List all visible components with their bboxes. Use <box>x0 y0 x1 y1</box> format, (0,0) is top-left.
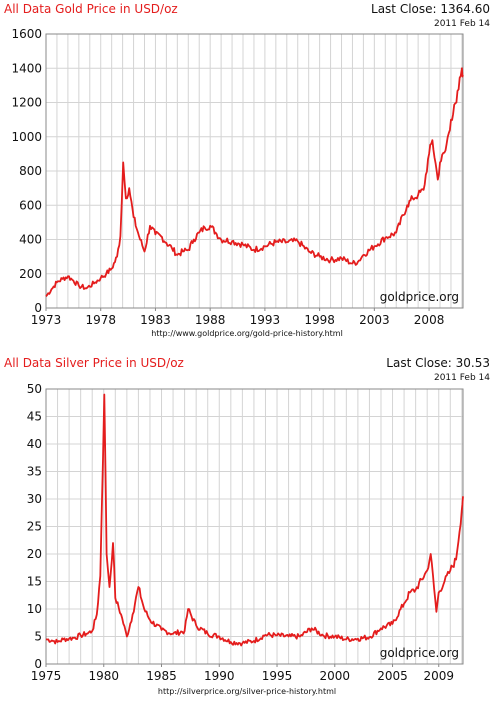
gold-close-date: 2011 Feb 14 <box>433 19 490 29</box>
silver-x-tick-label: 1985 <box>146 669 177 683</box>
gold-y-tick-label: 200 <box>19 267 42 281</box>
gold-plot-frame <box>45 33 464 309</box>
silver-x-tick-label: 1995 <box>262 669 293 683</box>
silver-y-tick-label: 15 <box>27 575 42 589</box>
silver-y-tick-label: 5 <box>34 630 42 644</box>
silver-close-date: 2011 Feb 14 <box>433 373 490 383</box>
gold-y-tick-label: 1000 <box>11 130 42 144</box>
gold-y-tick-label: 0 <box>34 301 42 315</box>
silver-y-tick-label: 45 <box>27 410 42 424</box>
silver-price-chart: 0 5 10 15 20 25 30 35 40 45 50 1975 1980 1985 1990 1995… <box>27 382 464 683</box>
silver-y-tick-label: 0 <box>34 657 42 671</box>
gold-y-tick-label: 1600 <box>11 27 42 41</box>
silver-last-close: Last Close: 30.53 <box>386 356 490 370</box>
silver-y-tick-label: 10 <box>27 602 42 616</box>
gold-x-tick-label: 1993 <box>250 313 281 327</box>
gold-y-tick-label: 1400 <box>11 61 42 75</box>
silver-x-tick-label: 1980 <box>88 669 119 683</box>
gold-y-tick-label: 1200 <box>11 96 42 110</box>
gold-x-tick-label: 2003 <box>359 313 390 327</box>
silver-source-url[interactable]: http://silverprice.org/silver-price-hist… <box>157 687 337 696</box>
gold-x-tick-label: 2008 <box>414 313 445 327</box>
gold-y-tick-label: 800 <box>19 164 42 178</box>
gold-x-tick-label: 1973 <box>31 313 62 327</box>
gold-chart-title: All Data Gold Price in USD/oz <box>4 2 178 16</box>
gold-source-url[interactable]: http://www.goldprice.org/gold-price-hist… <box>151 329 343 338</box>
gold-last-close: Last Close: 1364.60 <box>371 2 490 16</box>
silver-x-tick-label: 2009 <box>423 669 454 683</box>
gold-watermark: goldprice.org <box>380 290 459 304</box>
silver-y-tick-label: 35 <box>27 465 42 479</box>
gold-price-line <box>45 67 464 297</box>
silver-y-tick-label: 30 <box>27 492 42 506</box>
silver-x-tick-label: 1975 <box>31 669 62 683</box>
gold-y-tick-label: 400 <box>19 233 42 247</box>
silver-x-tick-label: 1990 <box>204 669 235 683</box>
silver-watermark: goldprice.org <box>380 646 459 660</box>
gold-x-tick-label: 1988 <box>195 313 226 327</box>
gold-x-tick-label: 1998 <box>304 313 335 327</box>
silver-price-line <box>45 393 464 647</box>
silver-x-tick-label: 2000 <box>320 669 351 683</box>
silver-chart-title: All Data Silver Price in USD/oz <box>4 356 184 370</box>
gold-x-tick-label: 1983 <box>140 313 171 327</box>
gold-x-tick-label: 1978 <box>85 313 116 327</box>
silver-y-tick-label: 50 <box>27 382 42 396</box>
gold-chart-panel: All Data Gold Price in USD/oz Last Close… <box>0 0 494 350</box>
silver-y-tick-label: 20 <box>27 547 42 561</box>
silver-x-tick-label: 2005 <box>377 669 408 683</box>
silver-y-tick-label: 40 <box>27 437 42 451</box>
silver-plot-frame <box>45 388 464 665</box>
silver-y-tick-label: 25 <box>27 520 42 534</box>
gold-y-tick-label: 600 <box>19 198 42 212</box>
silver-chart-panel: All Data Silver Price in USD/oz Last Clo… <box>0 352 494 703</box>
gold-price-chart: 0 200 400 600 800 1000 1200 1400 1600 1973 1978 198… <box>11 27 464 327</box>
